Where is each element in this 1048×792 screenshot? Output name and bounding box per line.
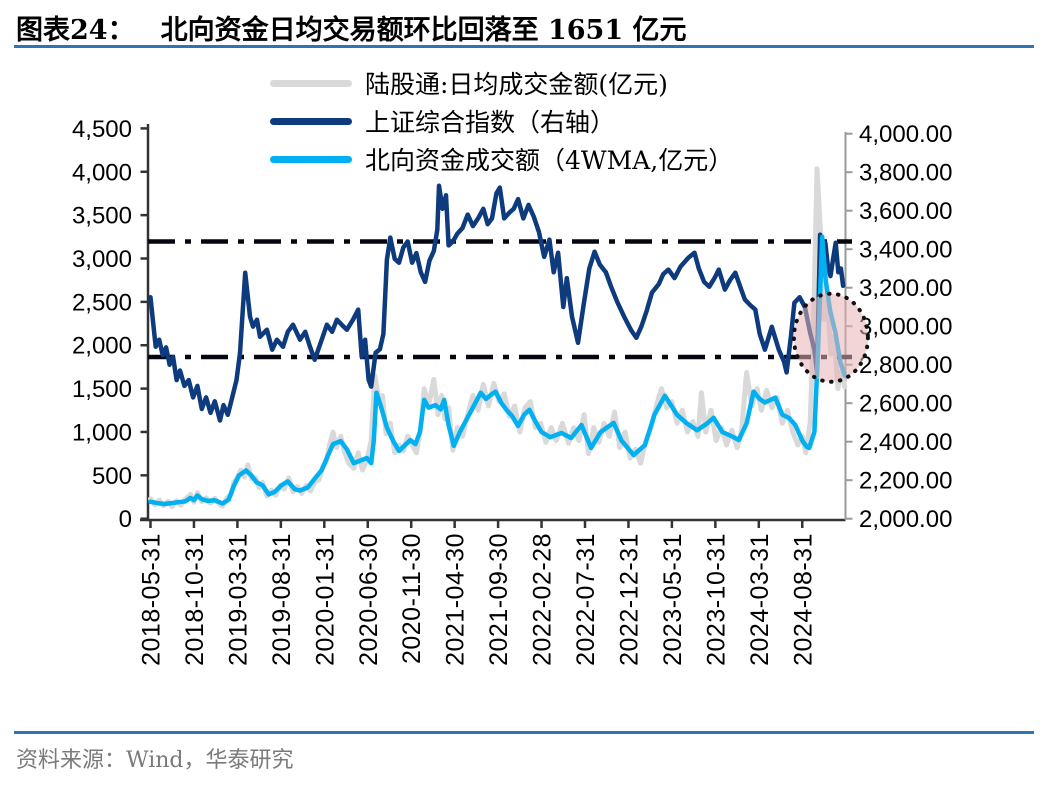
- right-axis-label: 3,200.00: [859, 275, 952, 302]
- right-axis-label: 3,800.00: [859, 160, 952, 187]
- left-axis-label: 4,000: [72, 159, 132, 186]
- figure-number: 图表24：: [16, 15, 135, 46]
- x-axis-label: 2024-03-31: [746, 533, 774, 666]
- x-axis-label: 2019-08-31: [268, 533, 296, 666]
- right-axis-label: 2,600.00: [859, 391, 952, 418]
- x-axis-label: 2022-07-31: [572, 533, 600, 666]
- legend-swatch-navy: [270, 117, 352, 125]
- x-axis-label: 2019-03-31: [224, 533, 252, 666]
- x-axis-label: 2020-01-31: [311, 533, 339, 666]
- source-note: 资料来源：Wind，华泰研究: [16, 748, 294, 773]
- left-axis-label: 500: [92, 463, 132, 490]
- legend-item-lugutong: 陆股通:日均成交金额(亿元): [270, 64, 733, 102]
- left-axis-label: 1,500: [72, 376, 132, 403]
- x-axis-label: 2023-05-31: [659, 533, 687, 666]
- x-axis-label: 2020-06-30: [355, 533, 383, 666]
- legend-swatch-skyblue: [270, 155, 352, 163]
- left-axis-label: 1,000: [72, 419, 132, 446]
- page-title: 图表24： 北向资金日均交易额环比回落至 1651 亿元: [16, 8, 687, 47]
- left-axis-label: 3,500: [72, 203, 132, 230]
- left-axis-label: 3,000: [72, 246, 132, 273]
- x-axis-label: 2018-10-31: [181, 533, 209, 666]
- left-axis-label: 4,500: [72, 116, 132, 143]
- northbound-4wma-line: [148, 234, 848, 507]
- x-axis-label: 2021-04-30: [442, 533, 470, 666]
- title-rule: [14, 45, 1034, 48]
- x-axis-label: 2022-12-31: [615, 533, 643, 666]
- legend-swatch-gray: [270, 79, 352, 87]
- legend-label: 北向资金成交额（4WMA,亿元）: [365, 146, 734, 175]
- right-axis-label: 2,800.00: [859, 352, 952, 379]
- x-axis-label: 2021-09-30: [485, 533, 513, 666]
- chart-legend: 陆股通:日均成交金额(亿元) 上证综合指数（右轴） 北向资金成交额（4WMA,亿…: [270, 64, 733, 178]
- figure-title-text: 北向资金日均交易额环比回落至 1651 亿元: [160, 15, 687, 46]
- highlight-circle: [791, 291, 870, 384]
- right-axis-label: 3,400.00: [859, 237, 952, 264]
- legend-label: 上证综合指数（右轴）: [365, 108, 616, 137]
- x-axis-label: 2024-08-31: [789, 533, 817, 666]
- right-axis-label: 2,000.00: [859, 506, 952, 533]
- gray-turnover-line: [148, 166, 848, 510]
- x-axis-label: 2022-02-28: [529, 533, 557, 666]
- left-axis-label: 2,500: [72, 289, 132, 316]
- x-axis-label: 2020-11-30: [398, 533, 426, 664]
- x-axis-label: 2018-05-31: [138, 533, 166, 666]
- legend-label: 陆股通:日均成交金额(亿元): [365, 70, 668, 99]
- right-axis-label: 2,200.00: [859, 468, 952, 495]
- legend-item-sse-index: 上证综合指数（右轴）: [270, 102, 733, 140]
- left-axis-label: 2,000: [72, 333, 132, 360]
- right-axis-label: 2,400.00: [859, 429, 952, 456]
- x-axis-label: 2023-10-31: [702, 533, 730, 666]
- footer-rule: [14, 731, 1034, 734]
- right-axis-label: 3,600.00: [859, 198, 952, 225]
- right-axis-label: 3,000.00: [859, 314, 952, 341]
- right-axis-label: 4,000.00: [859, 121, 952, 148]
- legend-item-northbound: 北向资金成交额（4WMA,亿元）: [270, 140, 733, 178]
- sse-index-line: [148, 183, 846, 423]
- left-axis-label: 0: [119, 506, 132, 533]
